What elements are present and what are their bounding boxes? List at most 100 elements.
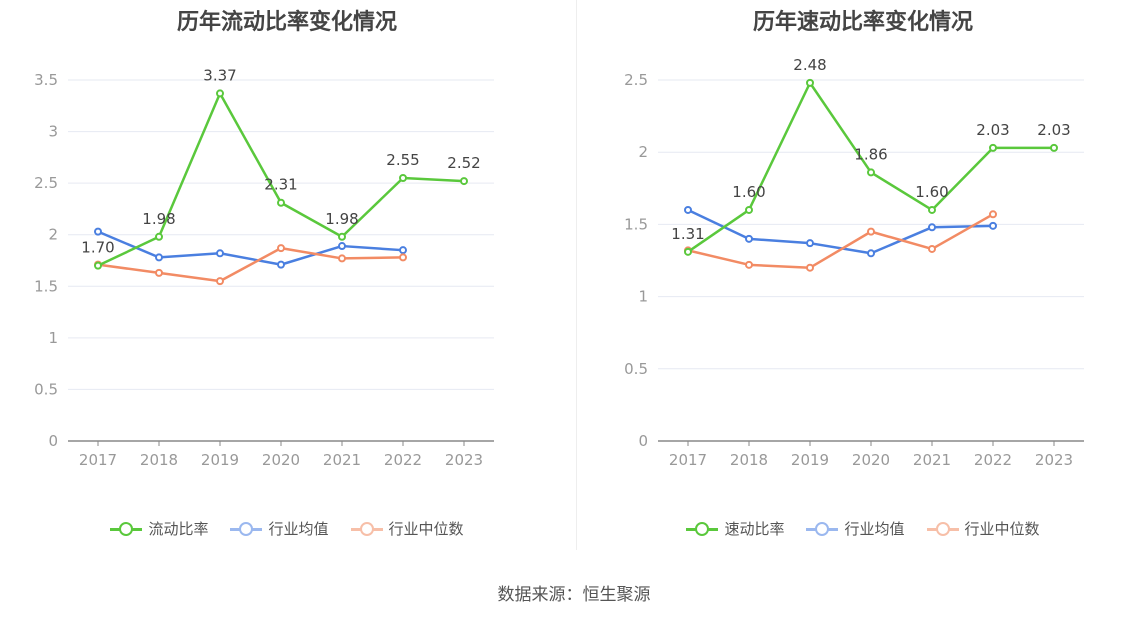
y-tick-label: 3 [48, 123, 58, 141]
legend-item-industry-average[interactable]: 行业均值 [230, 518, 329, 539]
data-point [684, 205, 692, 214]
y-tick-label: 2.5 [34, 174, 58, 192]
data-point [867, 227, 875, 236]
x-tick-label: 2017 [79, 451, 117, 469]
data-point [216, 89, 224, 98]
x-tick-label: 2021 [913, 451, 951, 469]
x-tick-label: 2020 [852, 451, 890, 469]
data-point [155, 268, 163, 277]
data-point [338, 254, 346, 263]
quick-ratio-chart: 0 0.5 1 1.5 2 2.5 2017 2018 2019 2020 2021 2022 2023… [624, 56, 1084, 469]
data-point [460, 177, 468, 186]
data-point [684, 247, 692, 256]
data-point [867, 249, 875, 258]
series-line-industry-average [687, 208, 994, 255]
y-tick-label: 1.5 [624, 215, 648, 233]
data-label: 1.60 [732, 183, 765, 201]
current-ratio-chart-panel: 历年流动比率变化情况 0 0.5 1 1.5 2 2.5 3 3.5 2017 2018 2019 2… [0, 0, 574, 560]
data-label: 2.48 [793, 56, 826, 74]
series-line-industry-median [97, 246, 404, 283]
legend-marker-icon [350, 521, 383, 536]
data-label: 2.55 [386, 151, 419, 169]
data-point [867, 168, 875, 177]
data-point [989, 143, 997, 152]
legend-item-industry-average[interactable]: 行业均值 [806, 518, 905, 539]
data-point [399, 246, 407, 255]
x-tick-label: 2023 [445, 451, 483, 469]
data-label: 1.98 [325, 210, 358, 228]
x-tick-label: 2017 [669, 451, 707, 469]
series-line-main [687, 81, 1054, 253]
legend-item-current-ratio[interactable]: 流动比率 [110, 518, 208, 539]
data-label: 1.60 [915, 183, 948, 201]
y-tick-label: 2 [638, 143, 648, 161]
data-point [216, 249, 224, 258]
x-tick-label: 2019 [201, 451, 239, 469]
y-tick-label: 1.5 [34, 277, 58, 295]
data-label: 1.70 [81, 239, 114, 257]
legend-label: 行业均值 [844, 520, 905, 538]
data-point [277, 260, 285, 269]
data-point [155, 253, 163, 262]
data-point [928, 205, 936, 214]
chart-legend: 速动比率 行业均值 行业中位数 [576, 518, 1148, 539]
data-point [745, 234, 753, 243]
data-point [806, 78, 814, 87]
x-tick-label: 2022 [384, 451, 422, 469]
y-tick-label: 2.5 [624, 71, 648, 89]
data-point [277, 244, 285, 253]
x-tick-label: 2018 [730, 451, 768, 469]
data-point [928, 223, 936, 232]
data-point [399, 173, 407, 182]
series-line-industry-average [97, 230, 404, 266]
x-tick-label: 2020 [262, 451, 300, 469]
legend-marker-icon [926, 521, 959, 536]
legend-marker-icon [806, 521, 839, 536]
x-tick-label: 2018 [140, 451, 178, 469]
panel-divider [576, 0, 577, 550]
legend-item-quick-ratio[interactable]: 速动比率 [686, 518, 784, 539]
y-tick-label: 3.5 [34, 71, 58, 89]
data-point [806, 239, 814, 248]
data-point [989, 210, 997, 219]
y-tick-label: 1 [638, 288, 648, 306]
legend-label: 速动比率 [724, 520, 785, 538]
legend-item-industry-median[interactable]: 行业中位数 [926, 518, 1040, 539]
y-tick-label: 0.5 [34, 380, 58, 398]
x-tick-label: 2022 [974, 451, 1012, 469]
y-tick-label: 2 [48, 226, 58, 244]
quick-ratio-chart-panel: 历年速动比率变化情况 0 0.5 1 1.5 2 2.5 2017 2018 2019 2020 2… [576, 0, 1148, 560]
y-tick-label: 1 [48, 329, 58, 347]
data-source-note: 数据来源：恒生聚源 [497, 585, 651, 605]
data-point [338, 242, 346, 251]
chart-legend: 流动比率 行业均值 行业中位数 [0, 518, 574, 539]
data-label: 2.03 [1037, 121, 1070, 139]
legend-marker-icon [686, 521, 719, 536]
data-label: 1.86 [854, 145, 887, 163]
chart-title: 历年流动比率变化情况 [176, 10, 397, 35]
x-tick-label: 2021 [323, 451, 361, 469]
data-point [745, 260, 753, 269]
data-point [216, 277, 224, 286]
data-label: 3.37 [203, 66, 236, 84]
data-point [806, 263, 814, 272]
data-point [338, 232, 346, 241]
legend-label: 行业中位数 [964, 520, 1040, 538]
y-tick-label: 0.5 [624, 360, 648, 378]
data-label: 2.31 [264, 176, 297, 194]
legend-label: 行业均值 [268, 520, 329, 538]
data-point [94, 261, 102, 270]
data-point [1050, 143, 1058, 152]
legend-label: 行业中位数 [388, 520, 464, 538]
data-label: 2.52 [447, 154, 480, 172]
legend-marker-icon [230, 521, 263, 536]
y-tick-label: 0 [638, 432, 648, 450]
chart-title: 历年速动比率变化情况 [752, 10, 973, 35]
legend-item-industry-median[interactable]: 行业中位数 [350, 518, 464, 539]
legend-marker-icon [110, 521, 143, 536]
data-point [745, 205, 753, 214]
x-tick-label: 2019 [791, 451, 829, 469]
data-point [277, 198, 285, 207]
x-tick-label: 2023 [1035, 451, 1073, 469]
legend-label: 流动比率 [148, 520, 209, 538]
